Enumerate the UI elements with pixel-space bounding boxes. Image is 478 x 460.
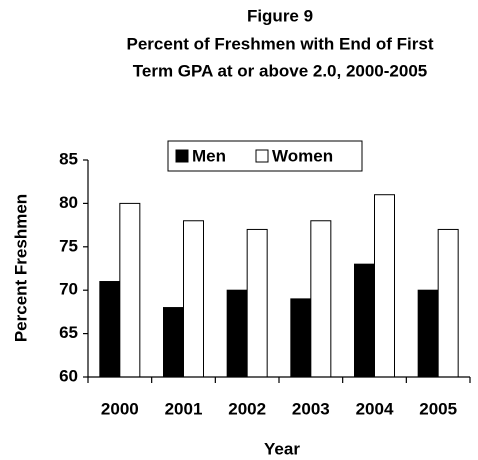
chart-title: Figure 9 (247, 6, 313, 25)
y-tick-label: 85 (59, 149, 78, 168)
x-tick-label: 2001 (165, 399, 203, 418)
x-tick-label: 2000 (101, 399, 139, 418)
bar (226, 289, 248, 378)
legend-swatch (255, 149, 269, 163)
y-tick-label: 75 (59, 236, 78, 255)
bar (119, 202, 141, 378)
bar (437, 228, 459, 378)
x-axis-label: Year (264, 439, 300, 458)
bar (99, 281, 121, 378)
chart-title: Percent of Freshmen with End of First (127, 34, 434, 53)
legend-swatch (175, 149, 189, 163)
bar (290, 298, 312, 378)
bar (417, 289, 439, 378)
legend-label: Men (192, 146, 226, 165)
y-tick-label: 70 (59, 280, 78, 299)
x-tick-label: 2005 (419, 399, 457, 418)
bar (183, 220, 204, 378)
chart-title: Term GPA at or above 2.0, 2000-2005 (133, 61, 428, 80)
bar (310, 220, 332, 378)
bar (374, 194, 395, 378)
bar (163, 307, 184, 378)
y-tick-label: 65 (59, 323, 78, 342)
x-tick-label: 2004 (356, 399, 394, 418)
x-tick-label: 2002 (228, 399, 266, 418)
y-tick-label: 60 (59, 366, 78, 385)
bar (246, 228, 268, 378)
legend-label: Women (272, 146, 333, 165)
y-axis-label: Percent Freshmen (11, 194, 30, 342)
y-tick-label: 80 (59, 193, 78, 212)
x-tick-label: 2003 (292, 399, 330, 418)
bar (354, 263, 375, 378)
